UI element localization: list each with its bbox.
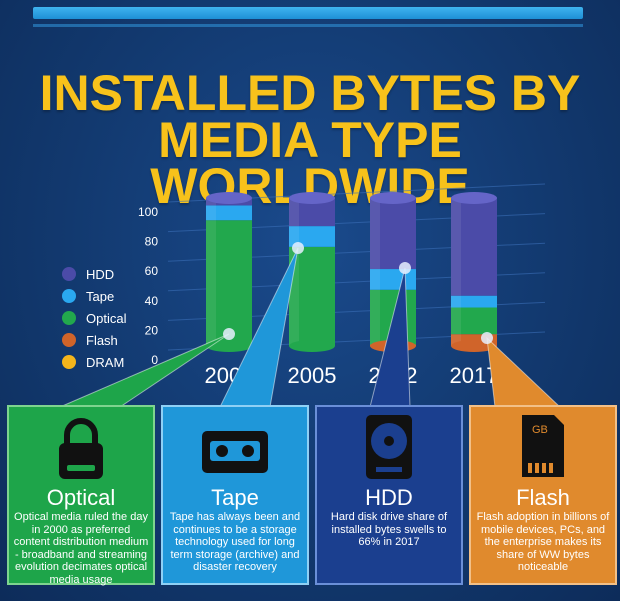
hard-drive-icon [366, 415, 412, 479]
bar-highlight [451, 334, 461, 346]
panel-hdd-text: Hard disk drive share of installed bytes… [330, 511, 448, 548]
bar-highlight [289, 246, 299, 346]
legend-label-flash: Flash [86, 332, 118, 348]
panel-hdd: HDD Hard disk drive share of installed b… [315, 405, 463, 585]
bar-segment-optical-2017 [451, 307, 497, 335]
panel-tape: Tape Tape has always been and continues … [161, 405, 309, 585]
bar-highlight [206, 205, 216, 221]
panel-tape-title: Tape [211, 485, 259, 510]
bar-highlight [451, 198, 461, 296]
x-tick-label-2005: 2005 [288, 363, 337, 388]
bar-segment-optical-2000 [206, 220, 252, 346]
bar-highlight [370, 198, 380, 270]
panel-optical-text: Optical media ruled the day in 2000 as p… [13, 511, 149, 586]
sd-card-gb-label: GB [532, 424, 548, 436]
y-tick-label: 80 [145, 235, 159, 249]
callout-dot-hdd [399, 262, 411, 274]
bar-cap-2005 [289, 192, 335, 204]
legend-swatch-hdd [62, 267, 76, 281]
legend-label-hdd: HDD [86, 266, 115, 282]
bar-cap-2017 [451, 192, 497, 204]
sd-card-icon: GB [522, 415, 564, 477]
legend-label-dram: DRAM [86, 354, 125, 370]
bar-segment-tape-2017 [451, 295, 497, 308]
bar-segment-hdd-2017 [451, 198, 497, 296]
y-tick-label: 20 [145, 323, 159, 337]
callout-dot-tape [292, 242, 304, 254]
bar-segment-tape-2005 [289, 226, 335, 247]
bar-base-2000 [206, 340, 252, 352]
panel-optical: Optical Optical media ruled the day in 2… [7, 405, 155, 586]
callout-connector-flash [486, 336, 562, 408]
legend-item-hdd: HDD [62, 263, 126, 285]
legend-item-tape: Tape [62, 285, 126, 307]
legend-label-optical: Optical [86, 310, 127, 326]
legend-swatch-dram [62, 355, 76, 369]
top-divider-line [33, 24, 583, 27]
top-banner-bar [33, 7, 583, 19]
panel-flash: GB Flash Flash adoption in billions of m… [469, 405, 617, 585]
bar-highlight [370, 289, 380, 345]
legend-swatch-flash [62, 333, 76, 347]
legend-swatch-tape [62, 289, 76, 303]
bar-highlight [206, 220, 216, 346]
panel-optical-title: Optical [46, 485, 116, 510]
bar-segment-optical-2005 [289, 246, 335, 346]
callout-dot-flash [481, 332, 493, 344]
bar-highlight [451, 295, 461, 308]
panel-tape-text: Tape has always been and continues to be… [169, 511, 301, 573]
legend-item-dram: DRAM [62, 351, 126, 373]
bar-highlight [289, 226, 299, 247]
chart-legend: HDD Tape Optical Flash DRAM [62, 263, 126, 373]
bar-highlight [289, 198, 299, 227]
legend-item-flash: Flash [62, 329, 126, 351]
lock-icon [59, 418, 103, 479]
callout-dot-optical [223, 328, 235, 340]
page-title-line1: INSTALLED BYTES BY [39, 65, 581, 121]
y-tick-label: 100 [138, 205, 158, 219]
bar-highlight [370, 269, 380, 290]
y-tick-label: 0 [151, 353, 158, 367]
bar-cap-2012 [370, 192, 416, 204]
bar-base-2005 [289, 340, 335, 352]
panel-flash-text: Flash adoption in billions of mobile dev… [476, 511, 610, 573]
bar-segment-tape-2000 [206, 205, 252, 221]
legend-item-optical: Optical [62, 307, 126, 329]
panel-hdd-title: HDD [365, 485, 413, 510]
y-tick-label: 60 [145, 264, 159, 278]
legend-label-tape: Tape [86, 288, 115, 304]
bar-segment-hdd-2012 [370, 198, 416, 270]
bar-highlight [451, 307, 461, 335]
y-tick-label: 40 [145, 294, 159, 308]
panel-flash-title: Flash [516, 485, 570, 510]
bar-cap-2000 [206, 192, 252, 204]
legend-swatch-optical [62, 311, 76, 325]
cassette-tape-icon [202, 431, 268, 473]
